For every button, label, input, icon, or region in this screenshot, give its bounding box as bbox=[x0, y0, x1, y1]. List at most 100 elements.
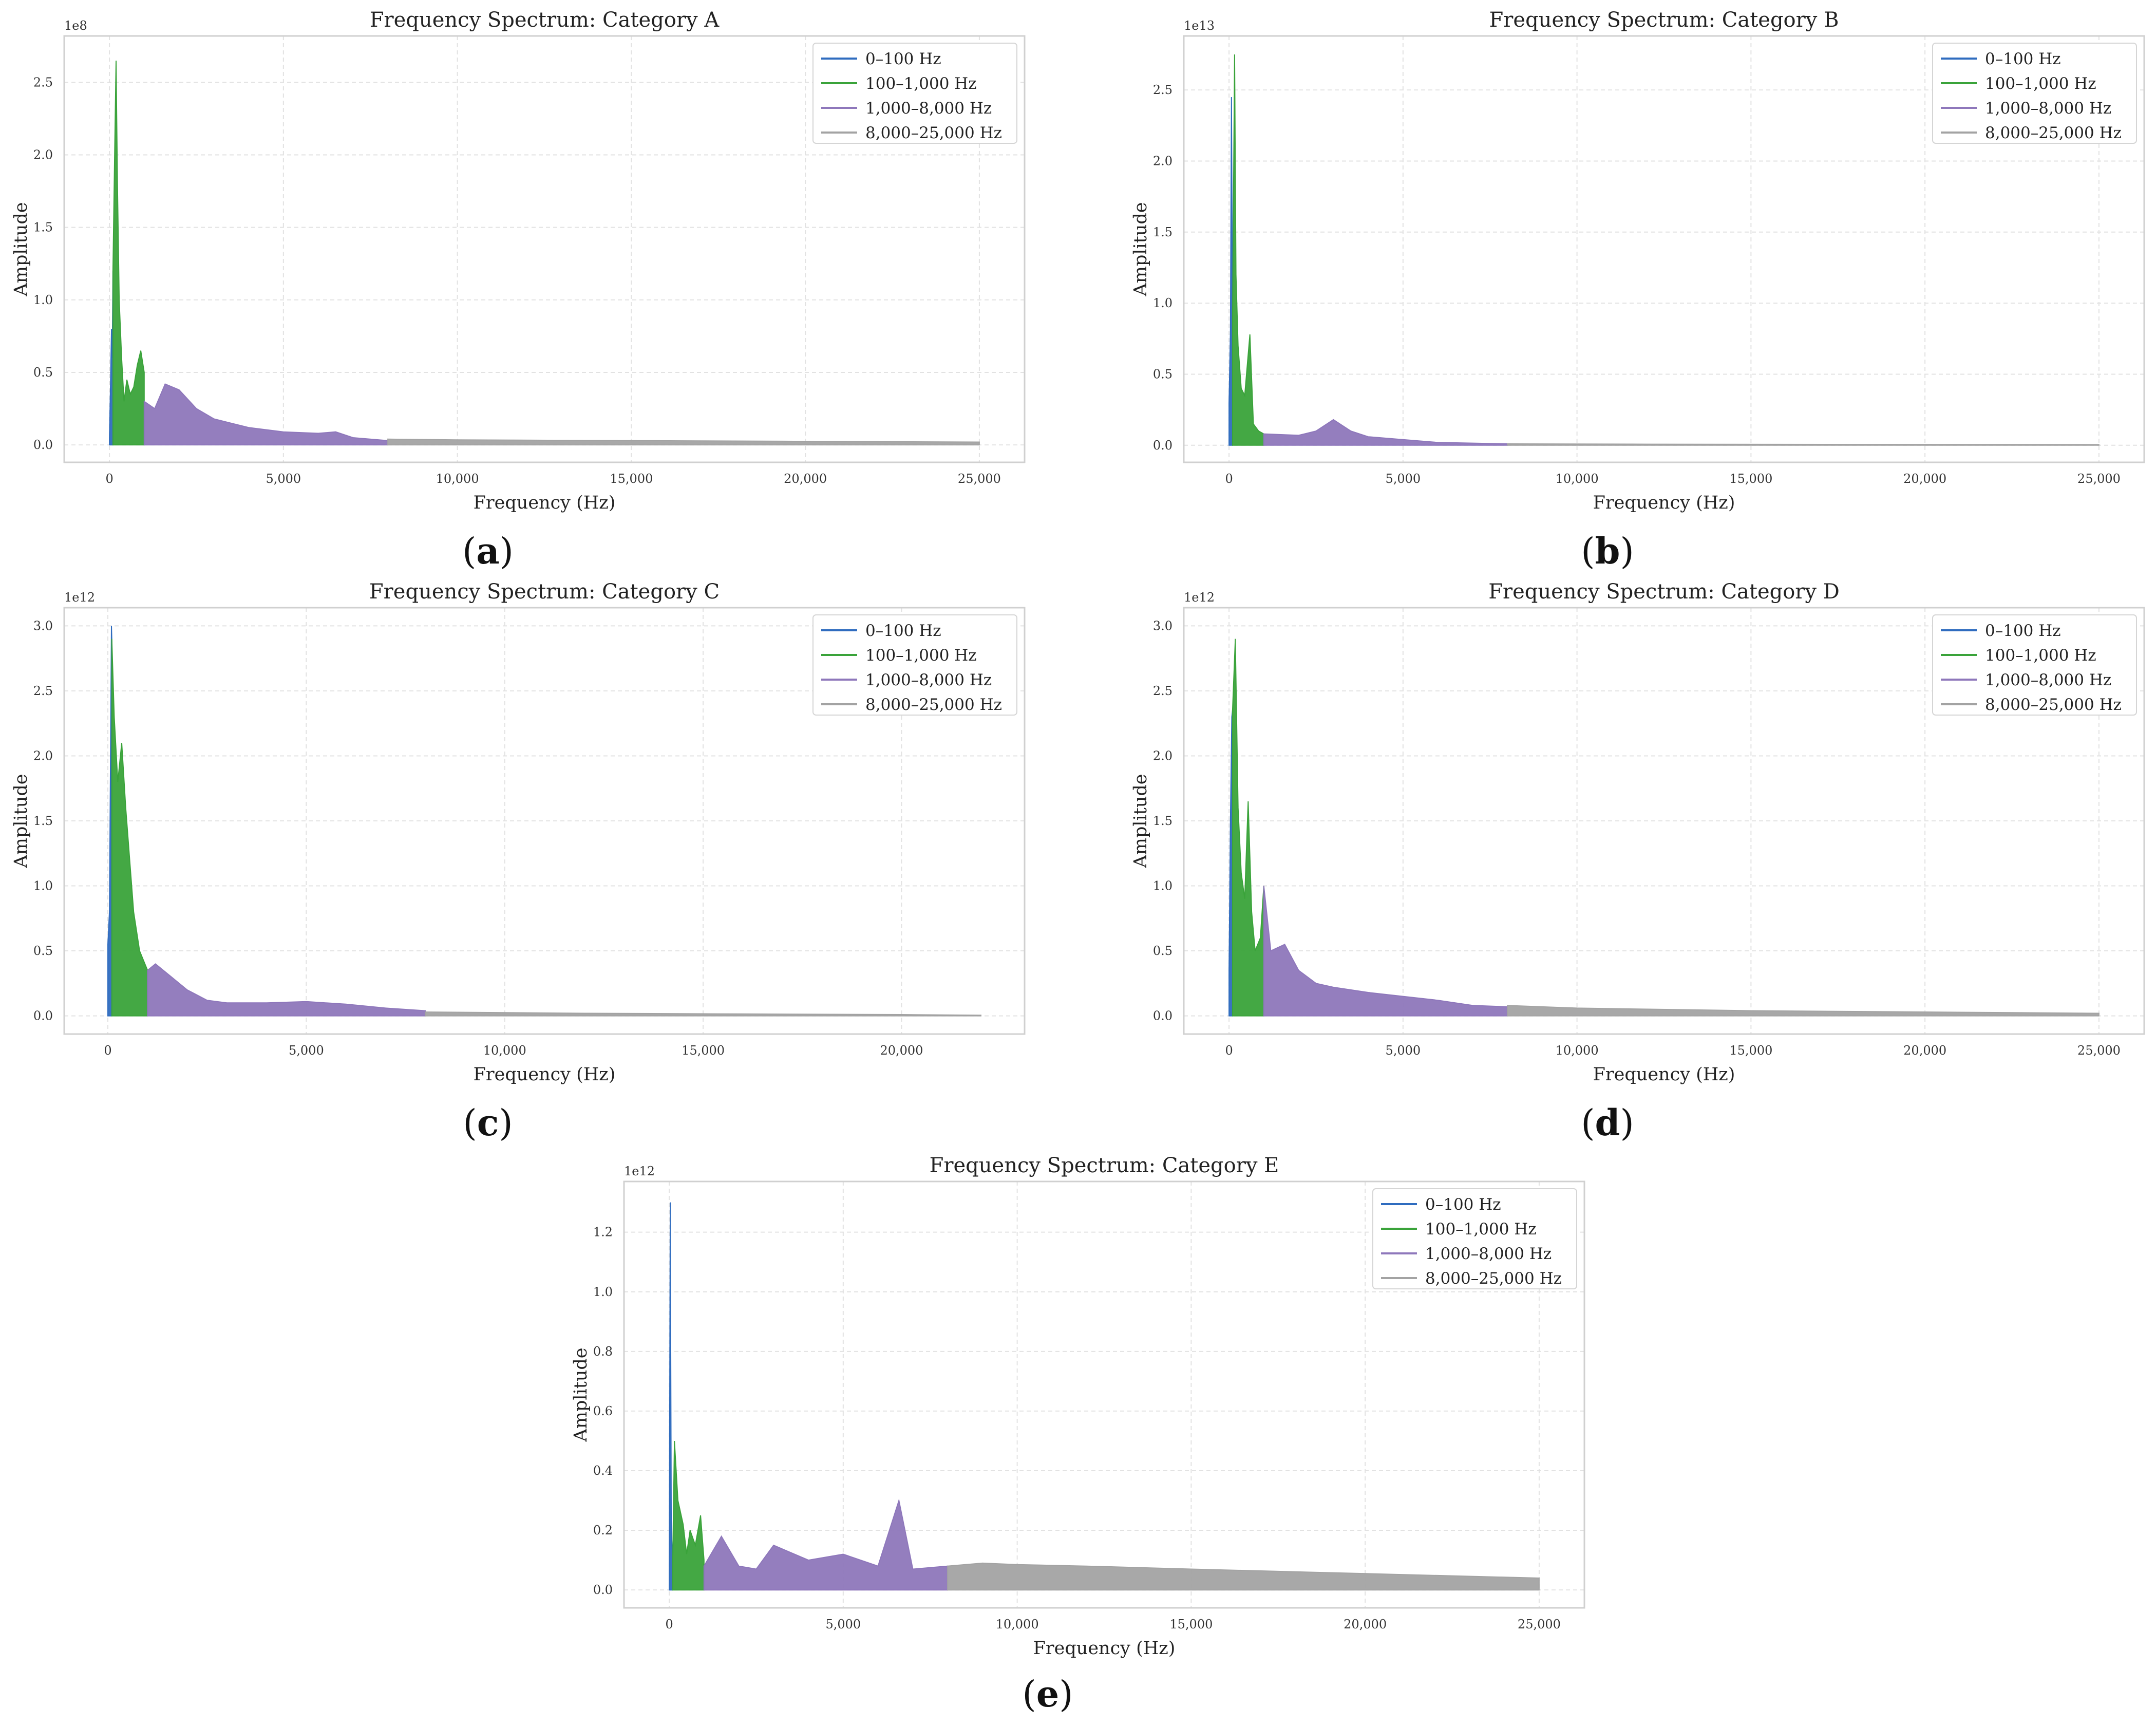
y-tick-label: 0.0 bbox=[33, 1009, 53, 1023]
x-tick-label: 15,000 bbox=[1729, 1043, 1772, 1058]
legend-entry: 0–100 Hz bbox=[865, 50, 941, 68]
legend-entry: 8,000–25,000 Hz bbox=[1985, 696, 2122, 714]
subfigure-letter: b bbox=[1595, 530, 1620, 572]
series-area-2 bbox=[112, 60, 145, 446]
subfigure-label: (e) bbox=[1022, 1673, 1073, 1715]
y-offset-multiplier: 1e8 bbox=[64, 18, 87, 33]
series-area-4 bbox=[1507, 443, 2100, 446]
x-tick-label: 0 bbox=[1225, 1043, 1233, 1058]
legend-entry: 8,000–25,000 Hz bbox=[865, 124, 1002, 142]
subfigure-close-paren: ) bbox=[1059, 1673, 1073, 1715]
x-axis-label: Frequency (Hz) bbox=[1033, 1638, 1176, 1659]
x-tick-label: 15,000 bbox=[1169, 1617, 1213, 1631]
y-axis-label: Amplitude bbox=[11, 774, 31, 869]
x-tick-label: 20,000 bbox=[1903, 1043, 1946, 1058]
y-tick-label: 1.5 bbox=[1153, 814, 1172, 828]
y-tick-label: 3.0 bbox=[33, 618, 53, 633]
subfigure-close-paren: ) bbox=[1620, 1102, 1634, 1144]
subfigure-open-paren: ( bbox=[1581, 530, 1595, 572]
plot-frame bbox=[63, 607, 1026, 1035]
legend-entry: 100–1,000 Hz bbox=[1425, 1220, 1537, 1239]
y-tick-label: 1.0 bbox=[33, 879, 53, 893]
y-tick-label: 2.0 bbox=[33, 147, 53, 162]
y-tick-label: 0.5 bbox=[33, 944, 53, 958]
y-axis-label: Amplitude bbox=[11, 202, 31, 297]
series-area-1 bbox=[1228, 97, 1233, 446]
y-tick-label: 0.6 bbox=[593, 1404, 613, 1418]
x-axis-label: Frequency (Hz) bbox=[474, 1064, 616, 1085]
x-tick-label: 20,000 bbox=[1344, 1617, 1387, 1631]
x-tick-label: 5,000 bbox=[825, 1617, 861, 1631]
series-area-2 bbox=[1232, 54, 1264, 446]
subfigure-close-paren: ) bbox=[500, 530, 514, 572]
y-tick-label: 1.2 bbox=[593, 1225, 613, 1240]
legend-box bbox=[1932, 614, 2137, 716]
series-area-2 bbox=[1232, 639, 1264, 1017]
x-tick-label: 25,000 bbox=[1518, 1617, 1561, 1631]
legend-entry: 100–1,000 Hz bbox=[1985, 646, 2096, 665]
x-tick-label: 15,000 bbox=[682, 1043, 725, 1058]
x-tick-label: 15,000 bbox=[1729, 472, 1772, 486]
y-tick-label: 1.0 bbox=[1153, 879, 1172, 893]
series-area-1 bbox=[109, 271, 114, 446]
series-area-4 bbox=[947, 1562, 1540, 1591]
subfigure-close-paren: ) bbox=[499, 1102, 513, 1144]
y-axis-label: Amplitude bbox=[1130, 202, 1151, 297]
x-axis-label: Frequency (Hz) bbox=[1593, 493, 1735, 513]
series-area-1 bbox=[669, 1202, 673, 1591]
legend-entry: 100–1,000 Hz bbox=[865, 646, 977, 665]
plot-frame bbox=[1183, 607, 2145, 1035]
legend-entry: 0–100 Hz bbox=[1425, 1195, 1501, 1214]
series-area-3 bbox=[1263, 886, 1508, 1017]
subfigure-letter: e bbox=[1036, 1673, 1060, 1715]
plot-frame bbox=[63, 35, 1026, 463]
plot-frame bbox=[1183, 35, 2145, 463]
series-area-3 bbox=[143, 383, 389, 446]
y-tick-label: 0.5 bbox=[33, 365, 53, 380]
x-tick-label: 0 bbox=[105, 472, 113, 486]
chart-panel-d: 0 5,000 10,000 15,000 20,000 25,000 0.0 0.5 1.0 1… bbox=[1130, 580, 2145, 1144]
subfigure-open-paren: ( bbox=[1022, 1673, 1036, 1715]
subfigure-open-paren: ( bbox=[463, 1102, 477, 1144]
x-axis-label: Frequency (Hz) bbox=[1593, 1064, 1735, 1085]
y-tick-label: 0.5 bbox=[1153, 367, 1172, 381]
legend: 0–100 Hz 100–1,000 Hz 1,000–8,000 Hz 8,000–… bbox=[1932, 43, 2137, 144]
y-offset-multiplier: 1e12 bbox=[1184, 590, 1215, 605]
x-tick-label: 25,000 bbox=[2077, 472, 2121, 486]
y-tick-label: 1.0 bbox=[593, 1285, 613, 1299]
series-area-3 bbox=[703, 1498, 949, 1591]
y-axis-label: Amplitude bbox=[1130, 774, 1151, 869]
y-tick-label: 2.5 bbox=[1153, 83, 1172, 97]
chart-panel-b: 0 5,000 10,000 15,000 20,000 25,000 0.0 0.5 1.0 1… bbox=[1130, 8, 2145, 572]
x-tick-label: 10,000 bbox=[436, 472, 479, 486]
series-area-2 bbox=[672, 1440, 705, 1591]
subfigure-label: (d) bbox=[1581, 1101, 1634, 1144]
chart-title: Frequency Spectrum: Category C bbox=[369, 580, 720, 604]
x-tick-label: 5,000 bbox=[1385, 1043, 1421, 1058]
legend: 0–100 Hz 100–1,000 Hz 1,000–8,000 Hz 8,000–… bbox=[812, 614, 1017, 716]
chart-panel-c: 0 5,000 10,000 15,000 20,000 0.0 0.5 1.0 1.5 2.0 2… bbox=[11, 580, 1026, 1144]
legend-entry: 0–100 Hz bbox=[1985, 50, 2061, 68]
legend-entry: 1,000–8,000 Hz bbox=[1985, 99, 2111, 118]
x-tick-label: 15,000 bbox=[610, 472, 653, 486]
legend-entry: 1,000–8,000 Hz bbox=[1425, 1245, 1552, 1263]
y-tick-label: 0.5 bbox=[1153, 944, 1172, 958]
legend: 0–100 Hz 100–1,000 Hz 1,000–8,000 Hz 8,000–… bbox=[1372, 1188, 1577, 1289]
y-offset-multiplier: 1e13 bbox=[1184, 18, 1215, 33]
chart-title: Frequency Spectrum: Category A bbox=[370, 8, 720, 32]
x-tick-label: 5,000 bbox=[266, 472, 301, 486]
series-area-4 bbox=[1507, 1005, 2100, 1017]
chart-title: Frequency Spectrum: Category E bbox=[930, 1154, 1279, 1177]
y-tick-label: 0.0 bbox=[593, 1583, 613, 1597]
y-axis-label: Amplitude bbox=[571, 1348, 591, 1442]
subfigure-label: (a) bbox=[462, 530, 514, 572]
chart-panel-a: 0 5,000 10,000 15,000 20,000 25,000 0.0 0.5 1.0 1… bbox=[11, 8, 1026, 572]
subfigure-open-paren: ( bbox=[1581, 1102, 1595, 1144]
legend: 0–100 Hz 100–1,000 Hz 1,000–8,000 Hz 8,000–… bbox=[812, 43, 1017, 144]
x-axis-label: Frequency (Hz) bbox=[474, 493, 616, 513]
legend-entry: 100–1,000 Hz bbox=[865, 74, 977, 93]
chart-title: Frequency Spectrum: Category D bbox=[1488, 580, 1840, 604]
legend-box bbox=[812, 614, 1017, 716]
chart-title: Frequency Spectrum: Category B bbox=[1489, 8, 1839, 32]
y-tick-label: 2.0 bbox=[33, 748, 53, 763]
